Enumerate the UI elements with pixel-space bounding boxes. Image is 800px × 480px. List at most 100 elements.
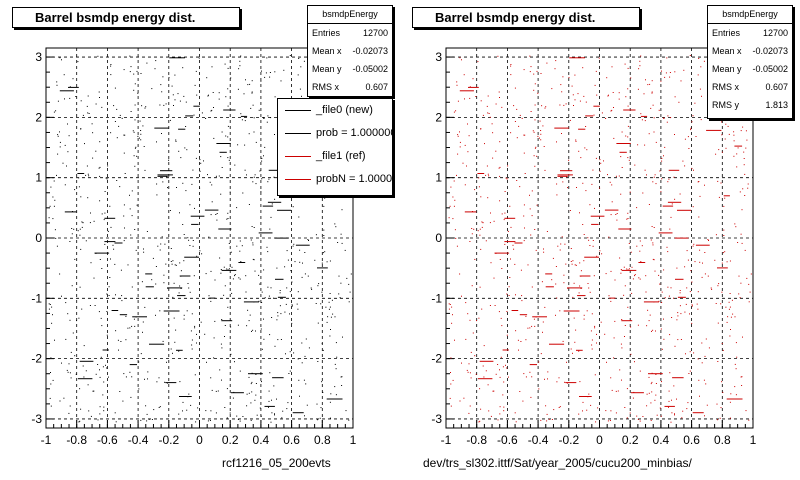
scatter-point <box>110 64 112 65</box>
scatter-point <box>83 376 85 378</box>
scatter-point <box>168 159 170 161</box>
scatter-point <box>680 339 682 340</box>
scatter-point <box>734 363 736 365</box>
scatter-point <box>627 157 629 159</box>
scatter-point <box>180 157 182 159</box>
scatter-point <box>277 315 279 317</box>
scatter-point <box>627 105 629 107</box>
scatter-point <box>276 267 278 269</box>
scatter-point <box>98 311 100 313</box>
scatter-point <box>101 268 103 269</box>
scatter-point <box>523 373 525 375</box>
scatter-point <box>269 372 271 374</box>
scatter-point <box>552 257 554 259</box>
x-tick-label: 1 <box>350 433 357 447</box>
scatter-point <box>255 374 257 375</box>
scatter-point <box>136 204 138 206</box>
y-tick-label: 1 <box>35 171 42 185</box>
scatter-point <box>576 187 577 188</box>
scatter-strip <box>160 170 173 172</box>
scatter-point <box>140 419 142 421</box>
scatter-point <box>613 137 615 139</box>
scatter-point <box>71 228 73 229</box>
scatter-point <box>276 319 278 321</box>
scatter-point <box>189 291 191 293</box>
scatter-point <box>127 264 129 266</box>
scatter-point <box>725 306 727 308</box>
scatter-point <box>215 214 217 215</box>
scatter-point <box>142 321 144 323</box>
scatter-point <box>671 203 673 205</box>
scatter-point <box>546 413 548 415</box>
scatter-point <box>169 119 171 121</box>
scatter-point <box>120 269 122 271</box>
scatter-point <box>674 345 676 347</box>
scatter-point <box>677 315 679 317</box>
scatter-point <box>730 316 732 318</box>
scatter-point <box>645 79 646 81</box>
scatter-point <box>728 133 730 135</box>
scatter-point <box>239 370 241 372</box>
scatter-strip <box>549 343 565 345</box>
scatter-point <box>79 228 81 230</box>
scatter-point <box>114 412 116 414</box>
y-tick-label: 3 <box>35 50 42 64</box>
scatter-point <box>515 330 517 332</box>
scatter-point <box>585 126 587 127</box>
scatter-strip <box>248 373 263 375</box>
scatter-point <box>627 125 629 127</box>
scatter-point <box>674 414 675 416</box>
scatter-point <box>230 251 232 253</box>
x-tick-label: -0.6 <box>497 433 518 447</box>
scatter-strip <box>494 252 510 254</box>
scatter-point <box>620 269 622 270</box>
scatter-point <box>323 205 325 207</box>
scatter-point <box>334 386 336 388</box>
scatter-point <box>213 337 215 339</box>
scatter-point <box>175 139 177 141</box>
scatter-point <box>151 419 153 420</box>
scatter-point <box>449 205 451 207</box>
scatter-point <box>234 164 236 166</box>
scatter-point <box>153 409 155 411</box>
scatter-point <box>698 379 700 381</box>
scatter-point <box>317 419 318 421</box>
scatter-point <box>279 292 281 294</box>
scatter-point <box>627 269 629 271</box>
scatter-point <box>679 305 681 307</box>
scatter-point <box>601 253 603 255</box>
scatter-point <box>663 318 664 320</box>
scatter-point <box>734 223 736 225</box>
scatter-point <box>497 364 499 365</box>
scatter-point <box>318 196 320 198</box>
scatter-strip <box>169 57 185 59</box>
scatter-point <box>669 76 671 78</box>
scatter-point <box>547 371 549 373</box>
scatter-point <box>297 358 299 360</box>
scatter-point <box>481 308 483 310</box>
scatter-point <box>78 317 80 319</box>
scatter-point <box>687 259 689 261</box>
scatter-point <box>226 388 228 390</box>
scatter-point <box>48 217 50 219</box>
scatter-point <box>554 68 556 70</box>
scatter-point <box>180 288 182 289</box>
scatter-point <box>509 277 511 278</box>
scatter-strip <box>258 232 273 234</box>
scatter-point <box>115 294 116 296</box>
scatter-strip <box>667 201 682 203</box>
scatter-point <box>93 277 95 279</box>
scatter-point <box>220 193 222 195</box>
scatter-point <box>583 234 585 235</box>
scatter-point <box>341 209 343 211</box>
scatter-point <box>79 286 81 288</box>
scatter-point <box>575 140 577 142</box>
right-stats-name: bsmdpEnergy <box>708 6 792 24</box>
scatter-point <box>479 286 481 288</box>
scatter-point <box>201 112 203 114</box>
scatter-point <box>289 313 290 315</box>
scatter-strip <box>631 392 644 394</box>
scatter-point <box>587 283 589 284</box>
right-stats-row-mean-x: Mean x -0.02073 <box>708 42 792 60</box>
scatter-point <box>707 239 709 240</box>
